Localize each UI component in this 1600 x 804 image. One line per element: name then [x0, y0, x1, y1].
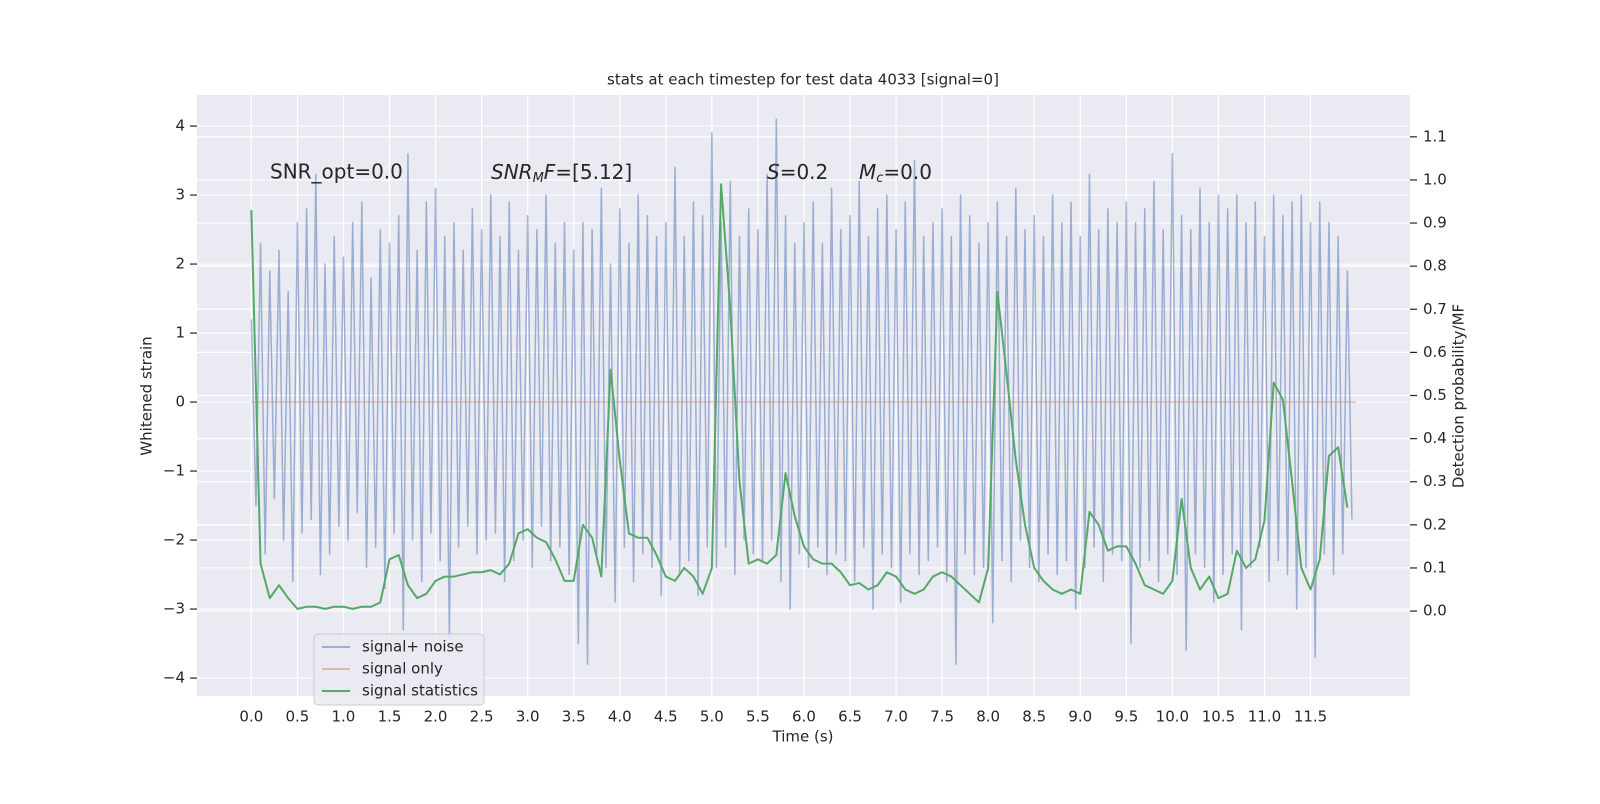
y-tick-label: 2 — [175, 255, 185, 273]
y-tick-label: −3 — [163, 600, 185, 618]
x-tick-label: 0.0 — [239, 708, 263, 726]
legend-label: signal only — [362, 660, 443, 678]
x-tick-label: 11.0 — [1248, 708, 1281, 726]
x-tick-label: 1.0 — [332, 708, 356, 726]
y-tick-label: −1 — [163, 462, 185, 480]
x-tick-label: 9.0 — [1068, 708, 1092, 726]
x-tick-label: 7.5 — [930, 708, 954, 726]
x-tick-label: 8.5 — [1022, 708, 1046, 726]
y2-tick-label: 1.0 — [1423, 170, 1447, 188]
annotation-part: S — [767, 160, 780, 184]
y2-tick-label: 0.1 — [1423, 558, 1447, 576]
y2-tick-label: 0.8 — [1423, 257, 1447, 275]
x-tick-label: 11.5 — [1294, 708, 1327, 726]
x-tick-label: 3.5 — [562, 708, 586, 726]
annotation-part: =0.0 — [883, 160, 932, 184]
y-axis-label: Whitened strain — [138, 336, 156, 455]
annotation-part: SNR — [491, 160, 533, 184]
y-tick-label: 1 — [175, 324, 185, 342]
x-tick-label: 5.0 — [700, 708, 724, 726]
chart-title: stats at each timestep for test data 403… — [607, 71, 999, 89]
y2-tick-label: 0.4 — [1423, 429, 1447, 447]
x-tick-label: 6.5 — [838, 708, 862, 726]
annotation-part: M — [859, 160, 876, 184]
x-tick-label: 0.5 — [285, 708, 309, 726]
x-tick-label: 10.0 — [1156, 708, 1189, 726]
x-tick-label: 10.5 — [1202, 708, 1235, 726]
annotation-part: =0.2 — [780, 160, 829, 184]
y-tick-label: 3 — [175, 186, 185, 204]
y-tick-label: −2 — [163, 531, 185, 549]
y2-tick-label: 0.5 — [1423, 386, 1447, 404]
x-tick-label: 8.0 — [976, 708, 1000, 726]
x-tick-label: 7.0 — [884, 708, 908, 726]
legend-box — [313, 633, 485, 706]
x-tick-label: 2.0 — [424, 708, 448, 726]
x-tick-label: 4.0 — [608, 708, 632, 726]
annotation: SNR_opt=0.0 — [270, 160, 403, 184]
y2-tick-label: 0.7 — [1423, 300, 1447, 318]
annotation-part: =[5.12] — [555, 160, 632, 184]
x-tick-label: 5.5 — [746, 708, 770, 726]
y2-tick-label: 0.3 — [1423, 472, 1447, 490]
x-tick-label: 3.0 — [516, 708, 540, 726]
legend-label: signal statistics — [362, 682, 478, 700]
series-line — [250, 183, 1349, 610]
x-axis-label: Time (s) — [772, 728, 834, 746]
y-tick-label: 4 — [175, 117, 185, 135]
annotation: Mc=0.0 — [859, 160, 932, 186]
y2-tick-label: 1.1 — [1423, 127, 1447, 145]
grid — [197, 95, 1410, 696]
plot — [250, 118, 1356, 666]
series-line — [250, 118, 1353, 666]
annotation: SNRMF=[5.12] — [491, 160, 632, 186]
y2-tick-label: 0.6 — [1423, 343, 1447, 361]
y2-tick-label: 0.2 — [1423, 515, 1447, 533]
x-tick-label: 6.0 — [792, 708, 816, 726]
x-tick-label: 4.5 — [654, 708, 678, 726]
y-tick-label: −4 — [163, 669, 185, 687]
legend-label: signal+ noise — [362, 638, 464, 656]
annotation: S=0.2 — [767, 160, 828, 184]
y2-tick-label: 0.9 — [1423, 214, 1447, 232]
annotation-part: F — [544, 160, 556, 184]
annotation-subscript: c — [876, 171, 883, 186]
x-tick-label: 2.5 — [470, 708, 494, 726]
y2-tick-label: 0.0 — [1423, 602, 1447, 620]
y2-axis-label: Detection probability/MF — [1450, 304, 1468, 488]
legend: signal+ noise signal only signal statistic… — [313, 633, 485, 706]
y-tick-label: 0 — [175, 393, 185, 411]
x-tick-label: 9.5 — [1114, 708, 1138, 726]
x-tick-label: 1.5 — [378, 708, 402, 726]
annotation-subscript: M — [533, 171, 544, 186]
